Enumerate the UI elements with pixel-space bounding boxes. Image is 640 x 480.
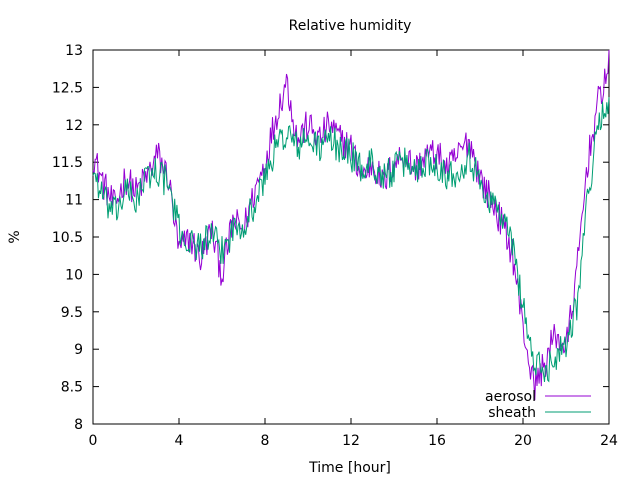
x-tick-label: 4 — [175, 433, 184, 449]
y-tick-label: 10 — [65, 267, 83, 283]
series-lines — [92, 49, 610, 401]
y-axis-label: % — [7, 230, 23, 243]
x-tick-label: 8 — [261, 433, 270, 449]
y-tick-label: 11.5 — [52, 155, 83, 171]
legend-label-aerosol: aerosol — [485, 389, 536, 405]
x-axis: 0 4 8 12 16 20 24 — [89, 50, 618, 449]
y-tick-label: 10.5 — [52, 230, 83, 246]
series-line-aerosol — [92, 49, 610, 401]
x-tick-label: 0 — [89, 433, 98, 449]
legend-label-sheath: sheath — [488, 405, 536, 421]
y-axis: 8 8.5 9 9.5 10 10.5 11 11.5 12 12.5 13 — [52, 43, 609, 433]
chart-title: Relative humidity — [289, 18, 412, 34]
y-tick-label: 9.5 — [61, 305, 83, 321]
x-axis-label: Time [hour] — [308, 460, 391, 476]
series-line-sheath — [92, 97, 610, 383]
y-tick-label: 8 — [74, 417, 83, 433]
y-tick-label: 13 — [65, 43, 83, 59]
y-tick-label: 12.5 — [52, 80, 83, 96]
y-tick-label: 8.5 — [61, 380, 83, 396]
x-tick-label: 12 — [342, 433, 360, 449]
x-tick-label: 24 — [600, 433, 618, 449]
y-tick-label: 9 — [74, 342, 83, 358]
y-tick-label: 12 — [65, 118, 83, 134]
x-tick-label: 20 — [514, 433, 532, 449]
y-tick-label: 11 — [65, 193, 83, 209]
x-tick-label: 16 — [428, 433, 446, 449]
